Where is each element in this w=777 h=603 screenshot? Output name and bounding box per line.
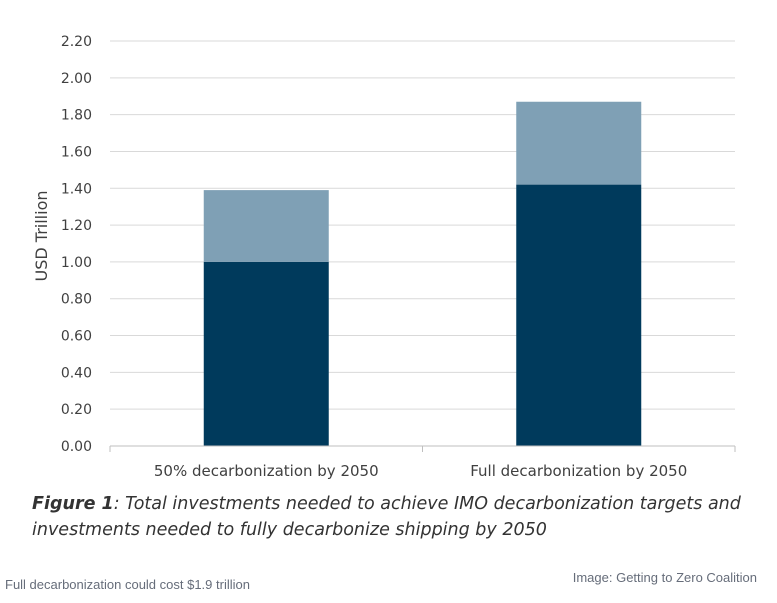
y-tick-label: 1.80 (61, 108, 92, 124)
y-tick-label: 2.20 (61, 34, 92, 50)
bar-segment-1 (516, 184, 642, 446)
x-category-label: Full decarbonization by 2050 (470, 462, 687, 480)
y-tick-label: 0.80 (61, 292, 92, 308)
y-tick-label: 2.00 (61, 71, 92, 87)
y-tick-label: 1.00 (61, 255, 92, 271)
y-axis-title: USD Trillion (32, 191, 51, 282)
bar-chart: 0.00 0.20 0.40 0.60 0.80 1.00 1.20 1.40 1.60 1.80… (32, 34, 736, 480)
y-tick-label: 0.00 (61, 439, 92, 455)
bar-segment-2 (516, 101, 642, 185)
y-tick-label: 1.20 (61, 218, 92, 234)
x-axis (109, 445, 736, 452)
y-tick-label: 0.20 (61, 402, 92, 418)
y-tick-label: 0.40 (61, 365, 92, 381)
y-tick-labels: 0.00 0.20 0.40 0.60 0.80 1.00 1.20 1.40 1.60 1.80… (61, 34, 92, 455)
figure-label: Figure 1 (32, 494, 114, 514)
x-category-label: 50% decarbonization by 2050 (154, 462, 379, 480)
x-category-labels: 50% decarbonization by 2050 Full decarbon… (154, 462, 687, 480)
bars (203, 101, 642, 446)
figure-caption-text: : Total investments needed to achieve IM… (32, 494, 741, 540)
bar-segment-1 (203, 261, 329, 446)
bar-segment-2 (203, 190, 329, 262)
figure-caption: Figure 1: Total investments needed to ac… (32, 491, 752, 543)
image-credit: Image: Getting to Zero Coalition (572, 570, 757, 585)
y-tick-label: 1.40 (61, 181, 92, 197)
image-caption: Full decarbonization could cost $1.9 tri… (5, 577, 250, 592)
y-tick-label: 0.60 (61, 329, 92, 345)
y-tick-label: 1.60 (61, 144, 92, 160)
